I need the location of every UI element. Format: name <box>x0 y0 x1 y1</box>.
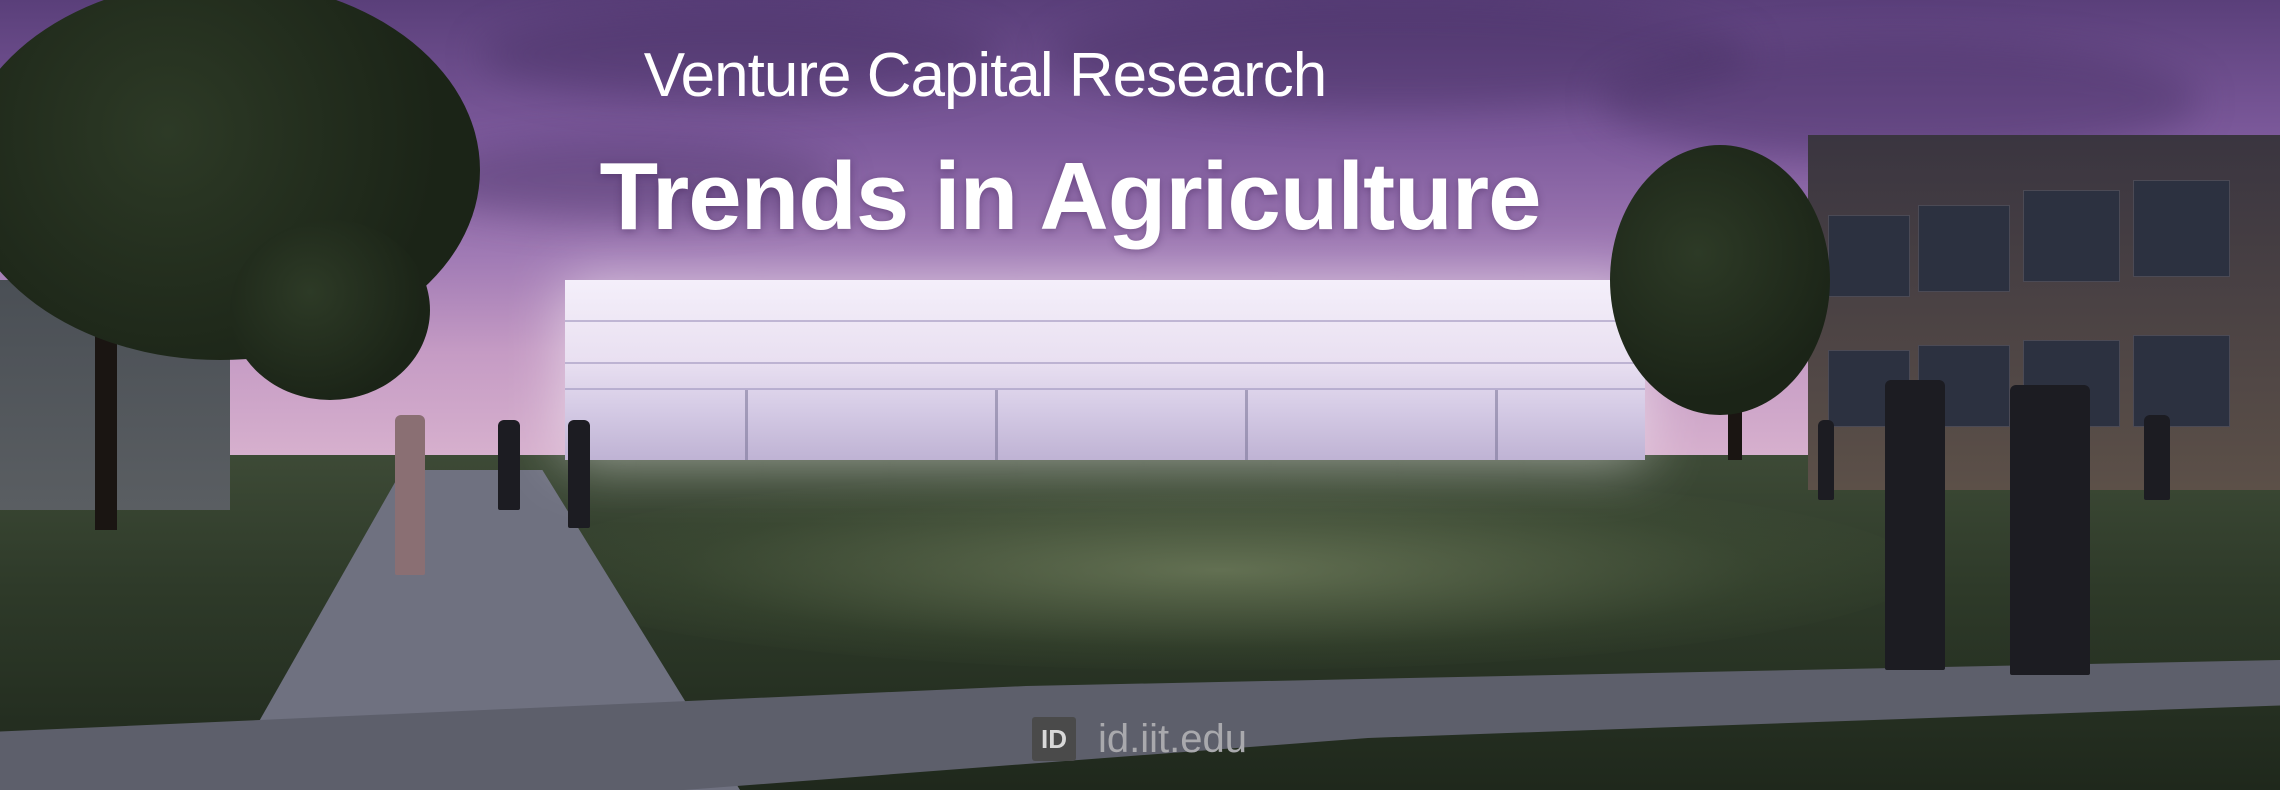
floor-line <box>565 320 1645 322</box>
column <box>745 390 748 460</box>
column <box>1245 390 1248 460</box>
window <box>2023 190 2120 282</box>
person <box>1885 380 1945 670</box>
person <box>2144 415 2170 500</box>
lawn-light <box>520 470 1920 670</box>
cloud <box>1050 0 1750 110</box>
main-building <box>565 280 1645 460</box>
window <box>1918 205 2010 292</box>
watermark: ID id.iit.edu <box>1032 713 1247 765</box>
person <box>2010 385 2090 675</box>
tree <box>1610 145 1830 415</box>
title-block: Venture Capital Research Trends in Agric… <box>0 0 2280 260</box>
person <box>1818 420 1834 500</box>
person <box>498 420 520 510</box>
floor-line <box>565 362 1645 364</box>
window <box>1828 215 1910 297</box>
person <box>568 420 590 528</box>
tree <box>230 220 430 400</box>
column <box>995 390 998 460</box>
person <box>395 415 425 575</box>
floor-line <box>565 388 1645 390</box>
column <box>1495 390 1498 460</box>
cloud <box>480 10 1000 100</box>
tree-trunk <box>95 300 117 530</box>
id-logo-icon: ID <box>1032 717 1076 761</box>
cloud <box>420 140 840 220</box>
window <box>2133 335 2230 427</box>
window <box>2133 180 2230 277</box>
banner-title: Trends in Agriculture <box>599 143 1542 250</box>
banner-subtitle: Venture Capital Research <box>643 41 1328 110</box>
watermark-url: id.iit.edu <box>1098 716 1247 761</box>
